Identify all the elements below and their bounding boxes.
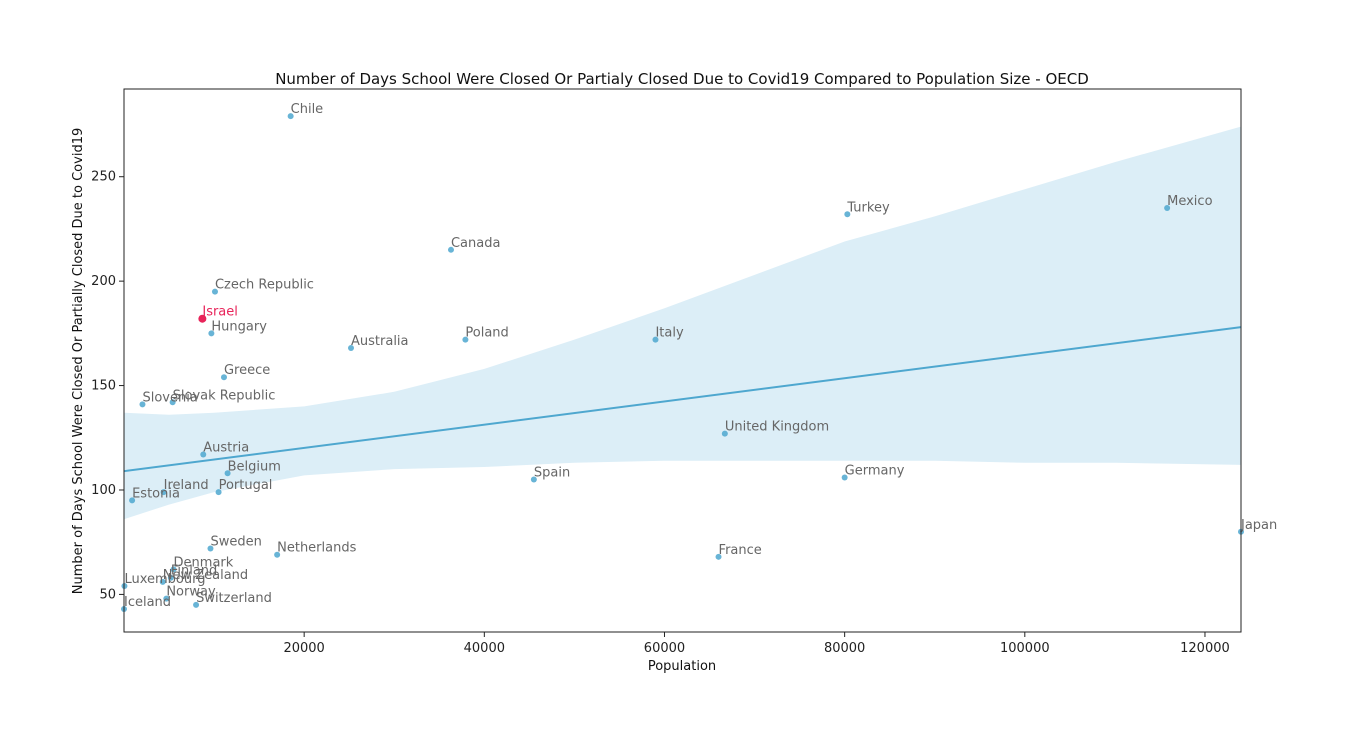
y-tick-label: 100 bbox=[91, 483, 116, 498]
data-point bbox=[841, 474, 848, 481]
data-point bbox=[198, 314, 207, 323]
data-label: Greece bbox=[224, 363, 270, 378]
y-tick-label: 200 bbox=[91, 274, 116, 289]
confidence-band bbox=[124, 126, 1241, 520]
data-point bbox=[208, 330, 215, 337]
data-label: Japan bbox=[1240, 518, 1277, 533]
regression-line bbox=[123, 326, 1242, 473]
data-point bbox=[530, 476, 537, 483]
data-label: Czech Republic bbox=[215, 278, 314, 293]
x-tick-label: 60000 bbox=[644, 641, 685, 656]
data-label: Poland bbox=[465, 326, 508, 341]
data-label: Norway bbox=[166, 585, 216, 600]
data-label: Spain bbox=[534, 466, 570, 481]
data-label: Mexico bbox=[1167, 194, 1212, 209]
y-axis-title: Number of Days School Were Closed Or Par… bbox=[71, 128, 86, 594]
x-tick-label: 20000 bbox=[283, 641, 324, 656]
data-point bbox=[447, 246, 454, 253]
data-label: Turkey bbox=[846, 200, 890, 215]
data-point bbox=[715, 553, 722, 560]
data-label: United Kingdom bbox=[725, 420, 829, 435]
data-point bbox=[163, 595, 170, 602]
data-label: New Zealand bbox=[163, 568, 248, 583]
chart-title: Number of Days School Were Closed Or Par… bbox=[275, 70, 1089, 88]
plot-frame bbox=[123, 88, 1242, 633]
y-tick-label: 250 bbox=[91, 170, 116, 185]
data-point bbox=[170, 566, 177, 573]
data-label: Israel bbox=[202, 305, 238, 320]
plot-area: Chile Mexico Turkey Canada Czech Republic Isr… bbox=[121, 102, 1277, 613]
data-label: Germany bbox=[845, 463, 905, 478]
data-point bbox=[207, 545, 214, 552]
data-label: Ireland bbox=[164, 478, 209, 493]
data-point bbox=[844, 211, 851, 218]
data-point bbox=[193, 601, 200, 608]
data-point bbox=[167, 574, 174, 581]
data-label: Luxembourg bbox=[124, 572, 205, 587]
data-point bbox=[721, 430, 728, 437]
data-point bbox=[169, 399, 176, 406]
data-label: Austria bbox=[203, 440, 249, 455]
data-point bbox=[139, 401, 146, 408]
data-point bbox=[652, 336, 659, 343]
y-tick-label: 150 bbox=[91, 379, 116, 394]
data-point bbox=[200, 451, 207, 458]
data-label: Iceland bbox=[124, 595, 171, 610]
data-point bbox=[287, 113, 294, 120]
x-tick-label: 80000 bbox=[824, 641, 865, 656]
x-tick-label: 100000 bbox=[1000, 641, 1050, 656]
data-label: Estonia bbox=[132, 486, 180, 501]
data-label: France bbox=[719, 543, 762, 558]
data-point bbox=[462, 336, 469, 343]
data-label: Hungary bbox=[211, 319, 267, 334]
data-point bbox=[211, 288, 218, 295]
data-label: Belgium bbox=[228, 459, 281, 474]
data-label: Slovenia bbox=[142, 390, 197, 405]
data-point bbox=[160, 489, 167, 496]
data-label: Portugal bbox=[219, 478, 273, 493]
y-tick-label: 50 bbox=[99, 587, 116, 602]
data-point bbox=[159, 578, 166, 585]
data-point bbox=[274, 551, 281, 558]
x-axis-title: Population bbox=[648, 659, 716, 674]
data-label: Canada bbox=[451, 236, 500, 251]
data-label: Finland bbox=[171, 564, 217, 579]
data-point bbox=[1164, 205, 1171, 212]
x-tick-label: 40000 bbox=[464, 641, 505, 656]
data-label: Slovak Republic bbox=[173, 388, 276, 403]
data-label: Netherlands bbox=[277, 541, 356, 556]
x-tick-label: 120000 bbox=[1180, 641, 1230, 656]
data-label: Chile bbox=[291, 102, 324, 117]
data-label: Italy bbox=[655, 326, 684, 341]
data-point bbox=[220, 374, 227, 381]
data-point bbox=[215, 489, 222, 496]
data-point bbox=[224, 470, 231, 477]
data-label: Denmark bbox=[174, 555, 234, 570]
data-point bbox=[129, 497, 136, 504]
data-label: Australia bbox=[351, 334, 409, 349]
data-label: Sweden bbox=[210, 534, 261, 549]
data-label: Switzerland bbox=[196, 591, 272, 606]
axes: 20000 40000 60000 80000 100000 120000 50 100 150… bbox=[91, 170, 1230, 656]
data-point bbox=[348, 344, 355, 351]
